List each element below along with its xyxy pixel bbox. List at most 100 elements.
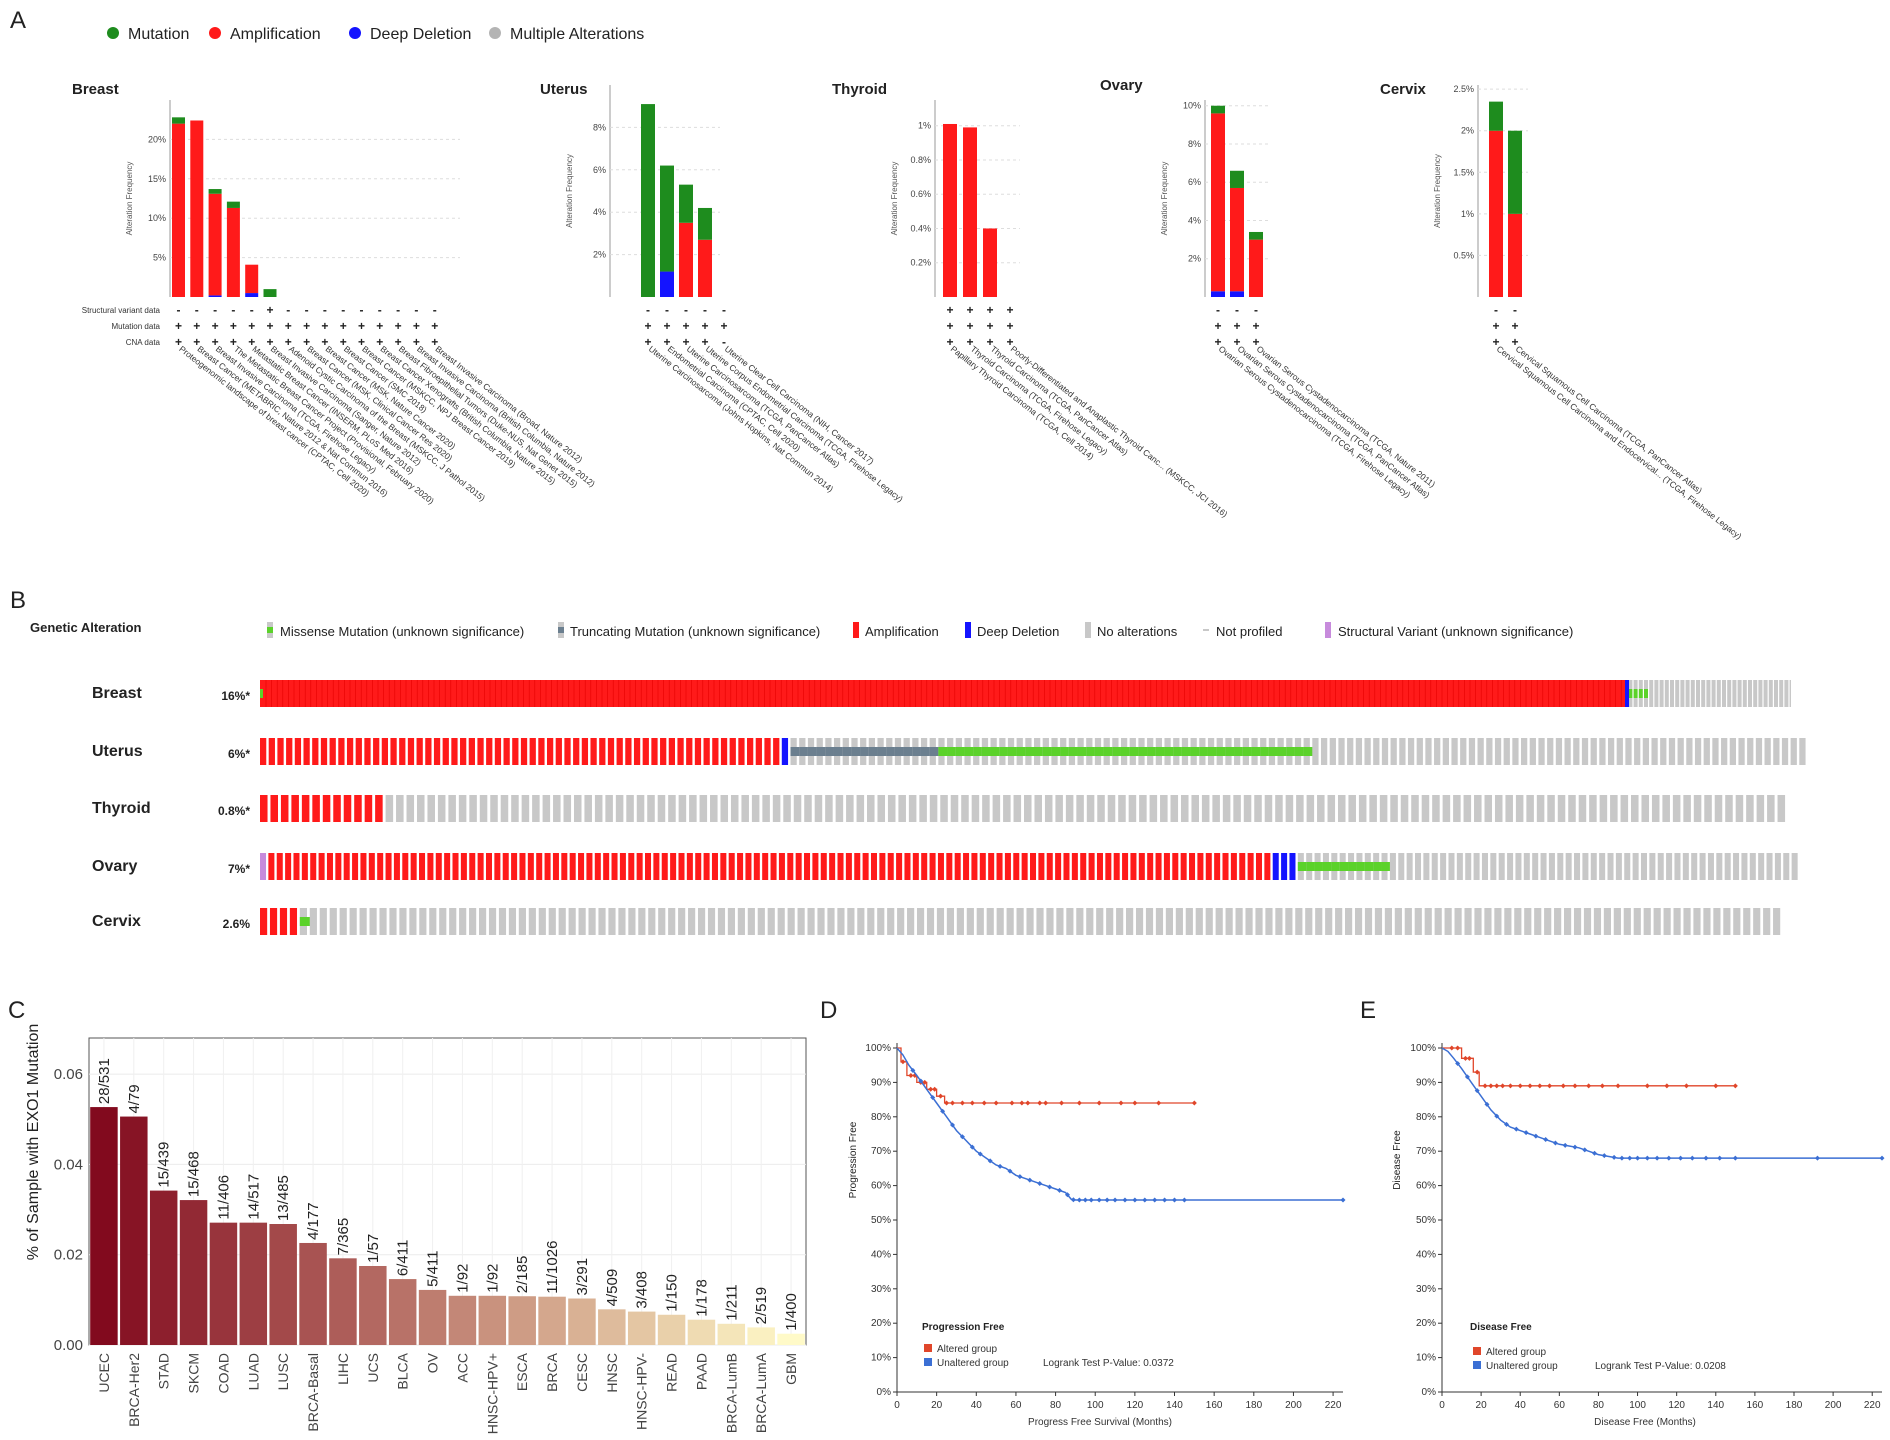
- censor-mark: [977, 1151, 983, 1157]
- data-availability-mark: +: [663, 335, 670, 349]
- cell-amplification: [971, 853, 978, 880]
- cell-none: [1364, 738, 1371, 765]
- data-availability-mark: +: [376, 319, 383, 333]
- cell-none: [1733, 908, 1741, 935]
- cell-none: [626, 795, 634, 822]
- cell-missense-mark: [973, 747, 983, 756]
- cell-amplification: [326, 853, 333, 880]
- bar-ov: [418, 1289, 447, 1345]
- cell-none: [1683, 795, 1691, 822]
- censor-mark: [950, 1122, 956, 1128]
- cell-amplification: [312, 795, 320, 822]
- cell-missense-mark: [955, 747, 965, 756]
- cell-none: [1738, 738, 1745, 765]
- cell-none: [399, 908, 407, 935]
- cell-none: [1773, 738, 1780, 765]
- data-availability-mark: -: [703, 303, 707, 317]
- cell-missense-mark: [1042, 747, 1052, 756]
- bar-mutation: [698, 207, 712, 240]
- cell-none: [1233, 795, 1241, 822]
- data-availability-mark: +: [395, 335, 402, 349]
- cell-none: [459, 908, 467, 935]
- censor-mark: [1132, 1197, 1138, 1203]
- legend-a-amplification-label: Amplification: [230, 26, 321, 43]
- cell-none: [1155, 908, 1164, 935]
- cell-amplification: [538, 738, 545, 765]
- cell-missense-mark: [964, 747, 974, 756]
- censor-mark: [1082, 1197, 1088, 1203]
- cell-none: [1723, 908, 1731, 935]
- cell-none: [996, 908, 1004, 935]
- cell-missense-mark: [1242, 747, 1252, 756]
- cell-amplification: [745, 853, 752, 880]
- data-label: 4/177: [305, 1202, 322, 1240]
- censor-mark: [1057, 1187, 1063, 1193]
- legend-b-amplification-swatch: [853, 622, 859, 638]
- bar-amplification: [963, 127, 977, 298]
- cell-amplification: [1080, 853, 1087, 880]
- x-tick-label: UCEC: [96, 1353, 112, 1393]
- cell-none: [458, 795, 467, 822]
- cell-none: [1758, 853, 1765, 880]
- cell-none: [1581, 738, 1589, 765]
- cell-amplification: [335, 853, 342, 880]
- cell-none: [1532, 853, 1539, 880]
- cell-none: [867, 908, 875, 935]
- cell-truncating-mark: [929, 747, 939, 756]
- cell-none: [478, 908, 487, 935]
- cell-amplification: [862, 853, 869, 880]
- y-tick-label: 0.02: [54, 1247, 83, 1264]
- cell-truncating-mark: [825, 747, 835, 756]
- cell-none: [1599, 853, 1606, 880]
- censor-mark: [1037, 1100, 1043, 1106]
- cell-amplification: [677, 738, 684, 765]
- cell-none: [1660, 738, 1667, 765]
- cell-none: [814, 795, 823, 822]
- cell-none: [416, 795, 425, 822]
- censor-mark: [1059, 1100, 1065, 1106]
- cell-amplification: [599, 738, 606, 765]
- cell-amplification: [762, 853, 769, 880]
- cell-none: [1699, 853, 1706, 880]
- cell-none: [1044, 795, 1053, 822]
- cell-amplification: [636, 853, 643, 880]
- data-availability-mark: +: [644, 319, 651, 333]
- cell-amplification: [451, 738, 458, 765]
- cell-none: [1444, 908, 1452, 935]
- x-tick-label: BRCA-LumA: [753, 1352, 769, 1433]
- cell-none: [1463, 795, 1472, 822]
- bar-luad: [239, 1222, 268, 1345]
- cell-none: [1006, 908, 1014, 935]
- bar-skcm: [179, 1200, 208, 1345]
- cell-amplification: [581, 738, 589, 765]
- cell-amplification: [494, 738, 502, 765]
- cell-none: [1275, 795, 1283, 822]
- bar-amplification: [1249, 239, 1263, 297]
- km-curve-altered: [1442, 1047, 1736, 1087]
- x-tick-label: ACC: [454, 1353, 470, 1383]
- cell-none: [1616, 738, 1623, 765]
- cell-amplification: [578, 853, 585, 880]
- cell-amplification: [511, 853, 518, 880]
- track-percent: 0.8%*: [218, 804, 250, 818]
- censor-mark: [1152, 1197, 1158, 1203]
- cell-none: [689, 795, 697, 822]
- cell-none: [1390, 738, 1397, 765]
- censor-mark: [1488, 1083, 1494, 1089]
- cell-none: [1201, 795, 1210, 822]
- censor-mark: [1462, 1055, 1468, 1061]
- cell-none: [1668, 738, 1676, 765]
- censor-mark: [1599, 1083, 1605, 1089]
- cell-none: [1345, 908, 1353, 935]
- cell-truncating-mark: [868, 747, 878, 756]
- cell-none: [807, 908, 815, 935]
- y-tick-label: 100%: [1410, 1043, 1436, 1054]
- data-availability-mark: +: [193, 319, 200, 333]
- panel-e-xlabel: Disease Free (Months): [1594, 1417, 1696, 1428]
- y-tick-label: 10%: [148, 213, 166, 223]
- cell-none: [1494, 795, 1503, 822]
- track-name: Thyroid: [92, 800, 151, 817]
- cell-amplification: [269, 908, 278, 935]
- data-availability-mark: +: [682, 319, 689, 333]
